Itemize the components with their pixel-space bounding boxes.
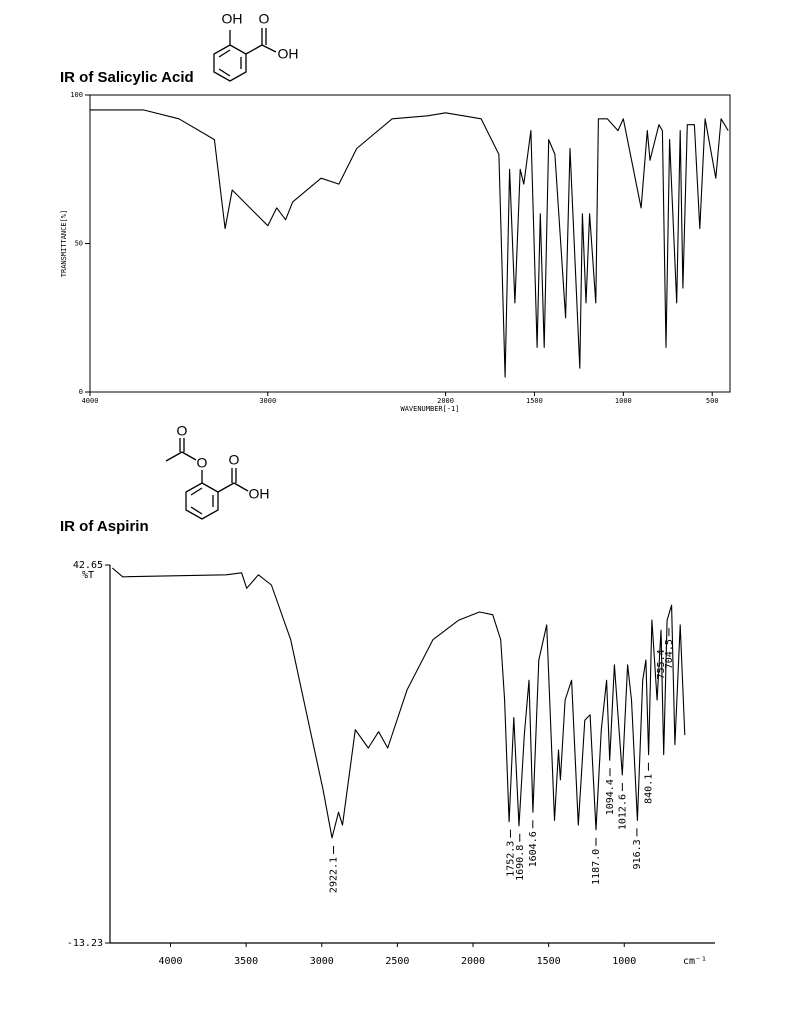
- peak-label: 2922.1: [329, 857, 340, 893]
- peak-label: 1690.8: [515, 845, 526, 881]
- x-tick-label: 3000: [310, 956, 334, 967]
- spectrum-line: [111, 567, 686, 839]
- x-tick-label: 2000: [461, 956, 485, 967]
- peak-label: 1187.0: [591, 849, 602, 885]
- x-unit-label: cm⁻¹: [683, 956, 707, 967]
- peak-label: 755.4: [656, 649, 667, 679]
- x-tick-label: 500: [706, 397, 719, 405]
- peak-label: 840.1: [643, 774, 654, 804]
- x-tick-label: 1500: [526, 397, 543, 405]
- x-tick-label: 1000: [612, 956, 636, 967]
- bond: [245, 44, 263, 55]
- y-tick-label: 50: [75, 240, 83, 248]
- atom-label: O: [177, 423, 188, 439]
- chart-title: IR of Salicylic Acid: [60, 69, 194, 86]
- spectrum-line: [90, 109, 729, 378]
- peak-label: 1012.6: [617, 794, 628, 830]
- bond: [165, 451, 183, 462]
- plot-frame: [89, 94, 731, 393]
- peak-label: 1752.3: [505, 841, 516, 877]
- atom-label: O: [229, 452, 240, 468]
- x-axis-label: WAVENUMBER[-1]: [400, 405, 459, 413]
- x-tick-label: 1000: [615, 397, 632, 405]
- x-tick-label: 4000: [82, 397, 99, 405]
- chart-title: IR of Aspirin: [60, 518, 149, 535]
- y-tick-label: 0: [79, 388, 83, 396]
- bond: [218, 49, 231, 58]
- atom-label: O: [259, 11, 270, 27]
- x-tick-label: 4000: [158, 956, 182, 967]
- bond: [181, 451, 197, 461]
- bond: [261, 44, 277, 53]
- atom-label: OH: [278, 46, 299, 62]
- x-tick-label: 3000: [259, 397, 276, 405]
- bond: [190, 506, 203, 515]
- x-tick-label: 1500: [537, 956, 561, 967]
- atom-label: O: [197, 455, 208, 471]
- y-tick-label: -13.23: [67, 938, 103, 949]
- bond: [218, 68, 231, 77]
- bond: [190, 487, 203, 496]
- peak-label: 1604.6: [528, 831, 539, 867]
- peak-label: 704.5: [664, 639, 675, 669]
- x-tick-label: 2500: [385, 956, 409, 967]
- atom-label: OH: [222, 11, 243, 27]
- y-tick-label: 100: [70, 91, 83, 99]
- bond: [233, 482, 249, 492]
- bond: [217, 482, 235, 493]
- peak-label: 916.3: [632, 839, 643, 869]
- y-axis-label: TRANSMITTANCE[%]: [60, 210, 68, 277]
- y-axis-label: %T: [82, 570, 94, 581]
- aspirin-structure: [165, 438, 249, 520]
- atom-label: OH: [249, 486, 270, 502]
- y-tick-label: 42.65: [73, 560, 103, 571]
- x-tick-label: 3500: [234, 956, 258, 967]
- salicylic-acid-structure: [213, 28, 277, 82]
- peak-label: 1094.4: [605, 779, 616, 815]
- x-tick-label: 2000: [437, 397, 454, 405]
